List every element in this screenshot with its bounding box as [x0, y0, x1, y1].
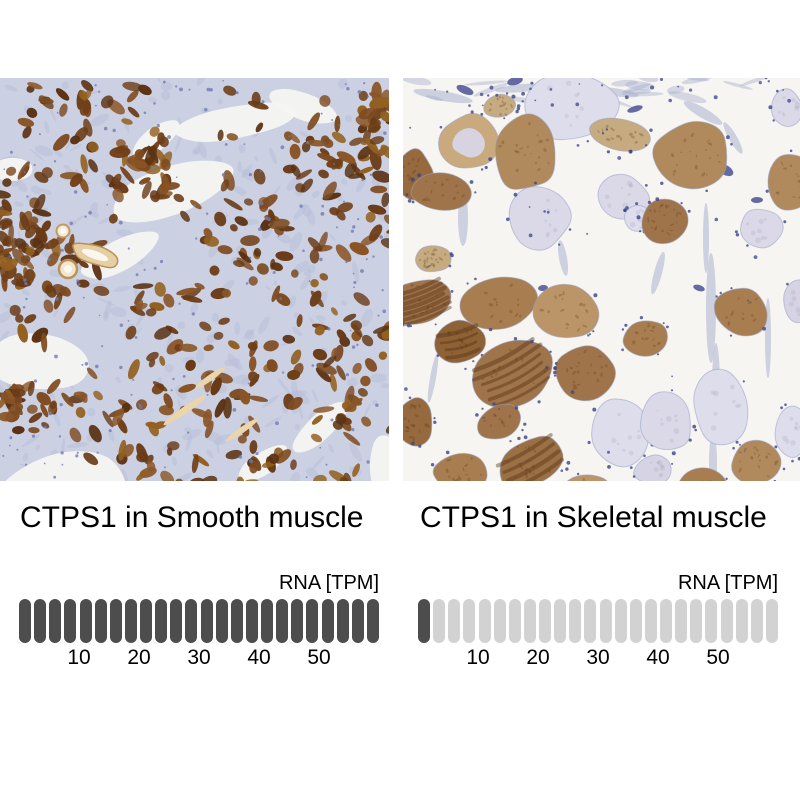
- tpm-segment: [109, 599, 122, 643]
- tpm-segment: [690, 599, 703, 643]
- tpm-segment: [351, 599, 364, 643]
- axis-tick-label: 20: [127, 646, 151, 669]
- tpm-segment: [508, 599, 521, 643]
- tpm-segment: [366, 599, 379, 643]
- tpm-segment: [79, 599, 92, 643]
- tpm-segment: [336, 599, 349, 643]
- tpm-segment: [584, 599, 597, 643]
- tpm-segment: [644, 599, 657, 643]
- tpm-segment: [34, 599, 47, 643]
- tpm-segment: [215, 599, 228, 643]
- tpm-segment: [493, 599, 506, 643]
- tpm-segment: [94, 599, 107, 643]
- tpm-chart-smooth-muscle: RNA [TPM] 10 20 30 40 50: [19, 573, 379, 673]
- axis-tick-label: 10: [67, 646, 91, 669]
- tpm-segment: [418, 599, 430, 643]
- tpm-segment: [306, 599, 319, 643]
- tpm-segment: [64, 599, 77, 643]
- tpm-segment: [539, 599, 551, 643]
- panel-title-smooth-muscle: CTPS1 in Smooth muscle: [20, 501, 364, 534]
- tpm-segment: [614, 599, 627, 643]
- tpm-chart-skeletal-muscle: RNA [TPM] 10 20 30 40 50: [418, 573, 778, 673]
- tpm-segment: [660, 599, 672, 643]
- tpm-segment: [200, 599, 213, 643]
- rna-axis-label: RNA [TPM]: [278, 572, 379, 594]
- tpm-segment: [291, 599, 304, 643]
- tpm-segment: [124, 599, 137, 643]
- tpm-segment: [705, 599, 718, 643]
- tpm-segment: [49, 599, 62, 643]
- axis-tick-label: 20: [526, 646, 550, 669]
- tpm-segment: [765, 599, 778, 643]
- tpm-segment: [448, 599, 461, 643]
- tpm-segment: [155, 599, 168, 643]
- tpm-segment: [554, 599, 567, 643]
- tpm-segment: [433, 599, 446, 643]
- tpm-segment: [720, 599, 733, 643]
- axis-tick-label: 30: [187, 646, 211, 669]
- tpm-axis: 10 20 30 40 50: [418, 647, 778, 673]
- axis-tick-label: 50: [307, 646, 331, 669]
- tpm-axis: 10 20 30 40 50: [19, 647, 379, 673]
- tpm-segment: [735, 599, 748, 643]
- axis-tick-label: 40: [247, 646, 271, 669]
- tpm-segment: [321, 599, 334, 643]
- tpm-segment: [170, 599, 183, 643]
- tpm-segment: [19, 599, 31, 643]
- tpm-segment: [569, 599, 582, 643]
- tpm-segment: [261, 599, 273, 643]
- axis-tick-label: 10: [466, 646, 490, 669]
- axis-tick-label: 30: [586, 646, 610, 669]
- tpm-segment: [140, 599, 152, 643]
- tpm-segment: [523, 599, 536, 643]
- panel-title-skeletal-muscle: CTPS1 in Skeletal muscle: [420, 501, 767, 534]
- tpm-segment: [599, 599, 612, 643]
- tpm-segment: [463, 599, 476, 643]
- ihc-micrograph-skeletal-muscle: [403, 78, 800, 481]
- tpm-segment: [750, 599, 763, 643]
- tpm-segment: [185, 599, 198, 643]
- tpm-bar: [418, 599, 778, 643]
- tpm-segment: [629, 599, 642, 643]
- tpm-segment: [276, 599, 289, 643]
- ihc-micrograph-smooth-muscle: [0, 78, 389, 481]
- axis-tick-label: 50: [706, 646, 730, 669]
- tpm-segment: [478, 599, 491, 643]
- tpm-segment: [230, 599, 243, 643]
- tpm-segment: [245, 599, 258, 643]
- tpm-segment: [675, 599, 688, 643]
- axis-tick-label: 40: [646, 646, 670, 669]
- tpm-bar: [19, 599, 379, 643]
- rna-axis-label: RNA [TPM]: [677, 572, 778, 594]
